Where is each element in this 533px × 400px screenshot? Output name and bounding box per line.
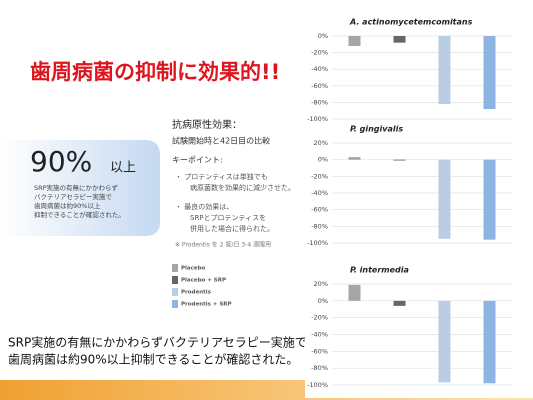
- bar: [393, 159, 406, 161]
- box-line: 歯周病菌は約90%以上: [34, 201, 101, 210]
- y-tick-label: 20%: [314, 139, 328, 147]
- bar: [393, 36, 406, 43]
- bar: [438, 300, 451, 383]
- y-tick-label: -80%: [311, 98, 328, 106]
- big-figure: 90%: [30, 145, 92, 178]
- legend-label: Placebo + SRP: [181, 278, 226, 284]
- y-tick-label: -60%: [311, 206, 328, 214]
- bar: [483, 159, 496, 240]
- bullet: SRPとプロテンティスを: [190, 214, 266, 222]
- legend-swatch: [172, 264, 178, 272]
- legend-label: Placebo: [181, 266, 206, 272]
- bar: [393, 300, 406, 306]
- bullet: ・ 最良の効果は、: [175, 202, 233, 211]
- legend-swatch: [172, 276, 178, 284]
- box-line: 抑制できることが確認された。: [34, 210, 125, 219]
- bar: [483, 36, 496, 110]
- box-line: バクテリアセラピー実施で: [34, 192, 112, 201]
- y-tick-label: 0%: [318, 297, 328, 305]
- legend-swatch: [172, 288, 178, 296]
- heading: 抗病原性効果：: [172, 118, 242, 131]
- y-tick-label: -40%: [311, 331, 328, 339]
- panel-title: P. gingivalis: [350, 125, 403, 134]
- legend-label: Prodentis + SRP: [181, 302, 232, 308]
- bar: [483, 300, 496, 384]
- y-tick-label: -100%: [307, 115, 328, 123]
- chart-panel-bg: [305, 0, 533, 398]
- footer-line: SRP実施の有無にかかわらずバクテリアセラピー実施で: [8, 335, 307, 350]
- big-figure-suffix: 以上: [110, 161, 136, 176]
- bar: [348, 157, 361, 160]
- highlight-box: [0, 140, 160, 236]
- panel-title: A. actinomycetemcomitans: [349, 18, 473, 27]
- y-tick-label: -20%: [311, 314, 328, 322]
- note: ※ Prodentis を 2 錠/日 3-4 週服用: [175, 241, 271, 249]
- heading: 試験開始時と42日目の比較: [172, 136, 270, 146]
- y-tick-label: -80%: [311, 222, 328, 230]
- y-tick-label: -60%: [311, 82, 328, 90]
- bar: [348, 284, 361, 301]
- y-tick-label: -40%: [311, 65, 328, 73]
- y-tick-label: -100%: [307, 381, 328, 389]
- legend-label: Prodentis: [181, 290, 212, 296]
- box-line: SRP実施の有無にかかわらず: [34, 183, 118, 192]
- y-tick-label: -40%: [311, 189, 328, 197]
- keypoint: キーポイント:: [172, 156, 223, 165]
- bullet: ・ プロテンティスは単独でも: [175, 172, 268, 181]
- y-tick-label: 0%: [318, 156, 328, 164]
- y-tick-label: -100%: [307, 239, 328, 247]
- bar: [348, 36, 361, 46]
- y-tick-label: 0%: [318, 32, 328, 40]
- bullet: 併用した場合に得られた。: [190, 224, 274, 233]
- legend-swatch: [172, 300, 178, 308]
- footer-line: 歯周病菌は約90%以上抑制できることが確認された。: [8, 352, 298, 367]
- y-tick-label: -80%: [311, 364, 328, 372]
- bar: [438, 36, 451, 105]
- y-tick-label: 20%: [314, 280, 328, 288]
- y-tick-label: -20%: [311, 172, 328, 180]
- bullet: 病原菌数を効果的に減少させた。: [190, 183, 295, 192]
- panel-title: P. intermedia: [350, 266, 409, 275]
- bar: [438, 159, 451, 239]
- slide-title: 歯周病菌の抑制に効果的!!: [30, 60, 280, 84]
- y-tick-label: -20%: [311, 49, 328, 57]
- y-tick-label: -60%: [311, 347, 328, 355]
